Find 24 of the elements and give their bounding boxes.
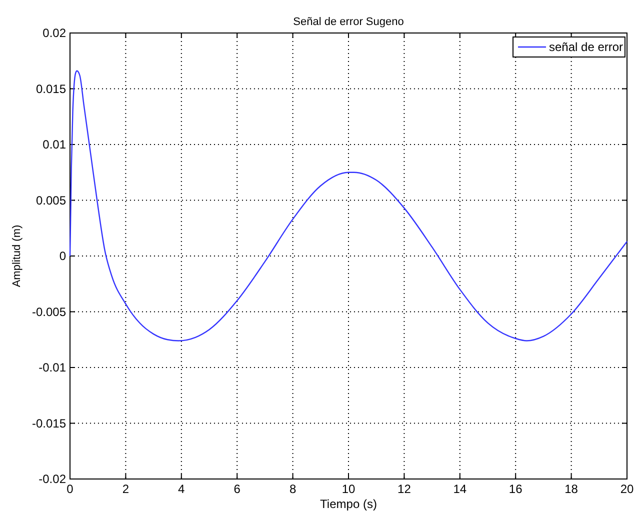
y-tick-label: 0.005 [36,193,66,208]
line-series [69,70,628,342]
y-tick-label: 0 [59,249,66,263]
x-tick-label: 6 [234,482,241,496]
x-tick-label: 20 [620,482,634,496]
x-tick-label: 16 [508,482,523,496]
legend-label: señal de error [549,40,624,54]
x-tick-label: 12 [398,482,412,496]
x-axis-title: Tiempo (s) [320,497,377,511]
y-axis-title: Amplitud (m) [11,224,23,288]
x-tick-label: 10 [342,482,356,496]
x-tick-label: 2 [122,482,130,496]
y-tick-label: 0.02 [42,26,66,40]
x-tick-label: 4 [178,482,186,496]
y-tick-label: -0.005 [32,304,66,319]
chart-title: Señal de error Sugeno [293,16,404,28]
y-tick-label: 0.01 [42,138,66,152]
y-tick-label: -0.015 [32,416,66,430]
y-tick-label: -0.02 [38,472,66,486]
x-tick-label: 18 [564,482,578,496]
x-tick-label: 14 [453,482,467,496]
y-tick-label: 0.015 [36,82,66,96]
x-tick-label: 8 [289,482,296,496]
y-tick-label: -0.01 [38,360,66,374]
